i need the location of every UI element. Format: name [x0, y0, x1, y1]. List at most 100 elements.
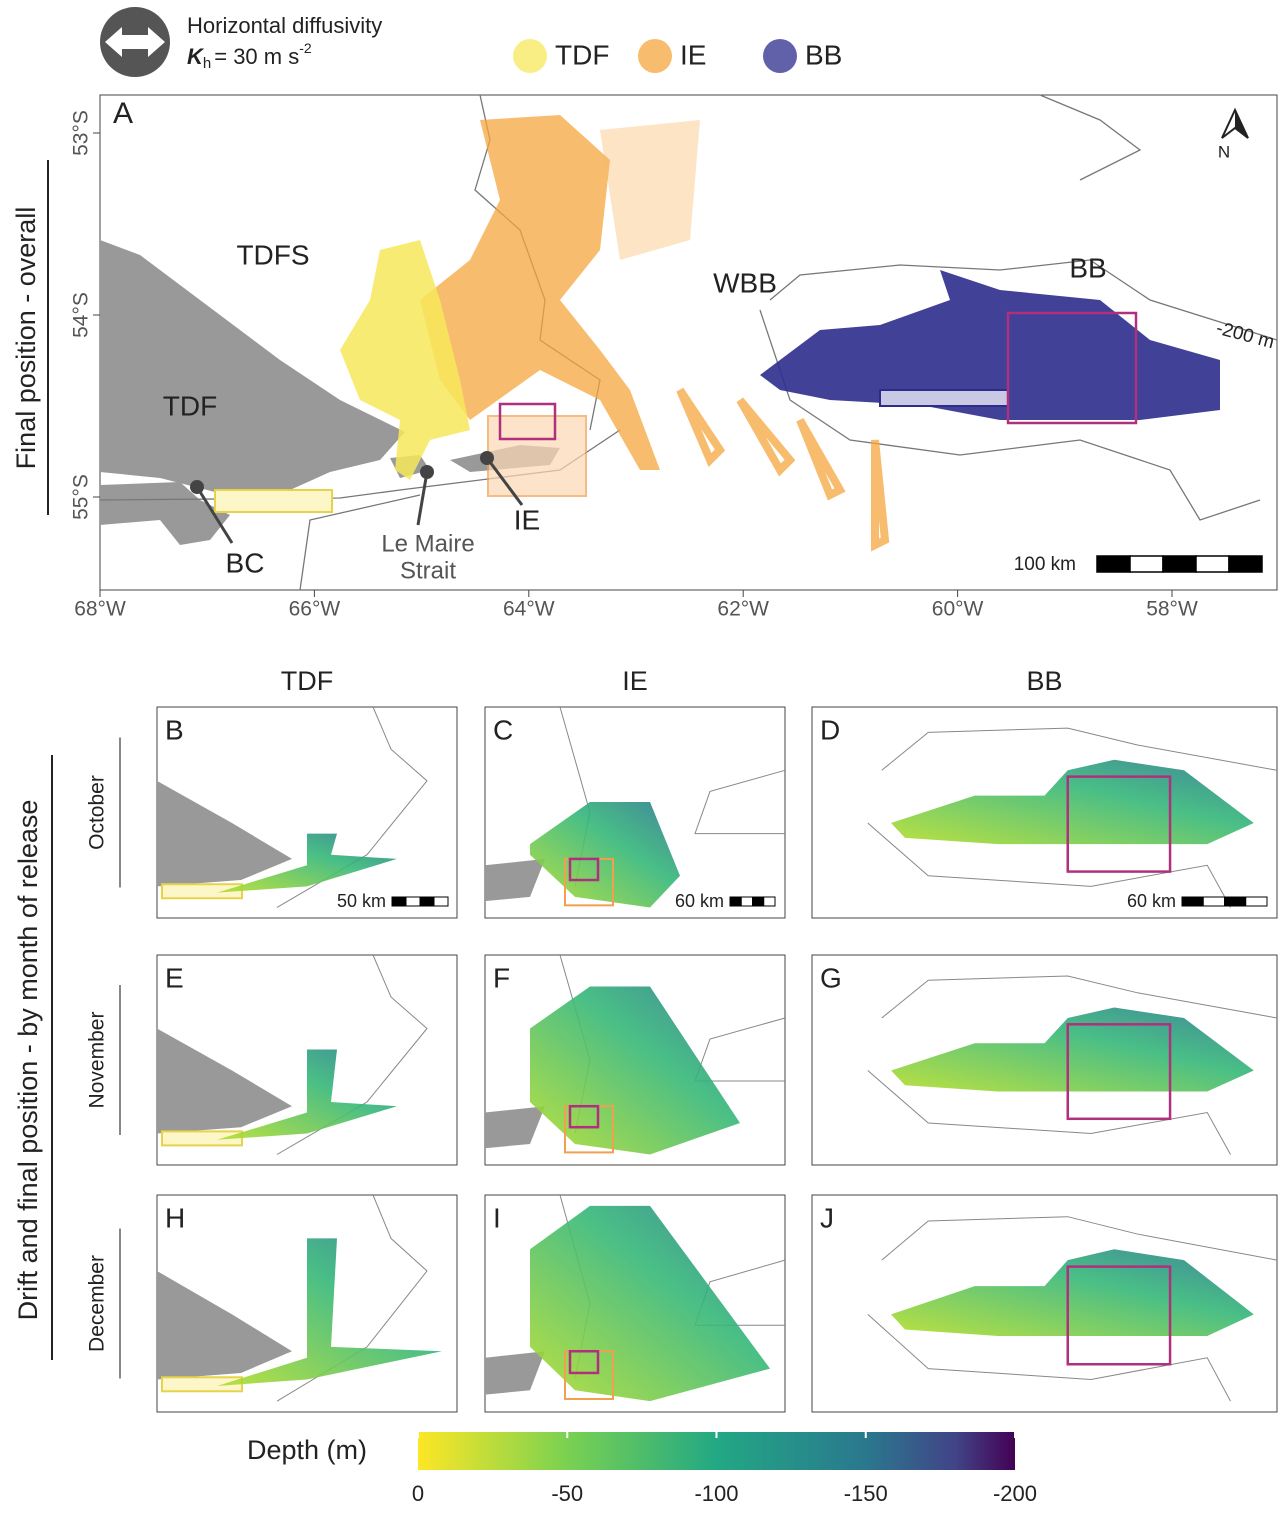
place-label: BC	[226, 547, 265, 578]
map-panel: C 60 km	[484, 706, 786, 919]
panel-label: C	[493, 714, 513, 745]
column-header: TDF	[281, 666, 333, 696]
scale-label: 60 km	[675, 891, 724, 911]
colorbar-tick-label: -100	[694, 1481, 738, 1506]
panel-label: I	[493, 1202, 501, 1233]
scale-bar	[1181, 896, 1204, 907]
row-label: December	[86, 1255, 109, 1352]
north-arrow	[1235, 110, 1248, 138]
colorbar-tick-label: -200	[993, 1481, 1037, 1506]
map-panel: I	[484, 1194, 786, 1413]
map-panel: J	[811, 1194, 1278, 1413]
north-label: N	[1218, 142, 1230, 161]
x-tick-label: 62°W	[717, 598, 769, 621]
land	[157, 780, 292, 887]
trajectories	[891, 1007, 1254, 1092]
kh-value: = 30 m s	[214, 44, 299, 69]
mpa-box	[1006, 311, 1138, 425]
land	[485, 1106, 545, 1149]
mpa-box	[568, 1349, 600, 1375]
legend-swatch	[638, 39, 672, 73]
trajectories	[530, 801, 680, 908]
trajectories	[217, 833, 397, 893]
isobath	[867, 1216, 1278, 1402]
panel-label: F	[493, 962, 510, 993]
ie-particles	[420, 115, 890, 552]
site-marker	[420, 465, 434, 479]
kh-superscript: -2	[299, 40, 312, 56]
map-panel: F	[484, 954, 786, 1166]
place-label: Le Maire	[381, 530, 474, 557]
place-label: Strait	[400, 557, 456, 584]
land	[485, 858, 545, 902]
scale-label: 100 km	[1014, 554, 1076, 575]
mpa-box	[568, 1104, 600, 1129]
x-tick-label: 64°W	[503, 598, 555, 621]
pointer	[416, 471, 429, 526]
isobath	[867, 727, 1278, 908]
y-tick-label: 55°S	[70, 474, 93, 520]
panel-label: A	[113, 97, 133, 130]
kh-symbol: K	[187, 44, 205, 69]
map-panel: E	[156, 954, 458, 1166]
scale-bar	[433, 896, 449, 907]
colorbar-tick-label: -50	[551, 1481, 583, 1506]
legend-label: TDF	[555, 39, 609, 70]
place-label: TDFS	[236, 239, 309, 270]
mpa-box	[498, 402, 557, 441]
panel-label: E	[165, 962, 184, 993]
colorbar-tick-label: 0	[412, 1481, 424, 1506]
row-label: October	[86, 775, 109, 850]
column-header: IE	[622, 666, 648, 696]
map-panel: B 50 km	[156, 706, 458, 919]
map-panel: G	[811, 954, 1278, 1166]
isobath	[759, 94, 1278, 521]
mpa-box	[568, 857, 600, 882]
release-area	[161, 1130, 243, 1147]
isobath	[867, 975, 1278, 1155]
tdf-particles	[340, 240, 470, 480]
land	[157, 1028, 292, 1134]
x-tick-label: 60°W	[932, 598, 984, 621]
legend-label: BB	[805, 39, 842, 70]
panel-label: J	[820, 1202, 834, 1233]
trajectories	[891, 759, 1254, 845]
legend-swatch	[763, 39, 797, 73]
scale-bar	[1202, 896, 1225, 907]
mpa-box	[1066, 1265, 1172, 1366]
kh-text: Kh = 30 m s-2	[187, 40, 312, 72]
land	[100, 240, 405, 500]
y-tick-label: 53°S	[70, 110, 93, 156]
scale-bar	[391, 896, 407, 907]
scale-bar	[419, 896, 435, 907]
release-area	[161, 883, 243, 900]
panel-label: B	[165, 714, 184, 745]
trajectories	[891, 1249, 1254, 1337]
place-label: IE	[514, 504, 540, 535]
arrow-icon	[105, 27, 165, 57]
scale-bar	[729, 896, 742, 907]
kh-subscript: h	[203, 55, 211, 72]
land	[485, 1351, 545, 1395]
colorbar	[418, 1432, 1015, 1470]
x-tick-label: 66°W	[289, 598, 341, 621]
legend-swatch	[513, 39, 547, 73]
legend-label: IE	[680, 39, 706, 70]
panel-label: G	[820, 962, 842, 993]
column-header: BB	[1026, 666, 1062, 696]
place-label: WBB	[713, 267, 777, 298]
map-panel: H	[156, 1194, 458, 1413]
side-label: Drift and final position - by month of r…	[13, 800, 43, 1321]
mpa-box	[1066, 775, 1172, 873]
release-area	[161, 1376, 243, 1393]
x-tick-label: 68°W	[74, 598, 126, 621]
scale-bar	[405, 896, 421, 907]
colorbar-tick-label: -150	[844, 1481, 888, 1506]
scale-bar	[752, 896, 765, 907]
scale-label: 60 km	[1127, 891, 1176, 911]
site-marker	[190, 480, 204, 494]
bb-particles	[760, 270, 1220, 420]
scale-bar	[740, 896, 753, 907]
site-marker	[480, 451, 494, 465]
